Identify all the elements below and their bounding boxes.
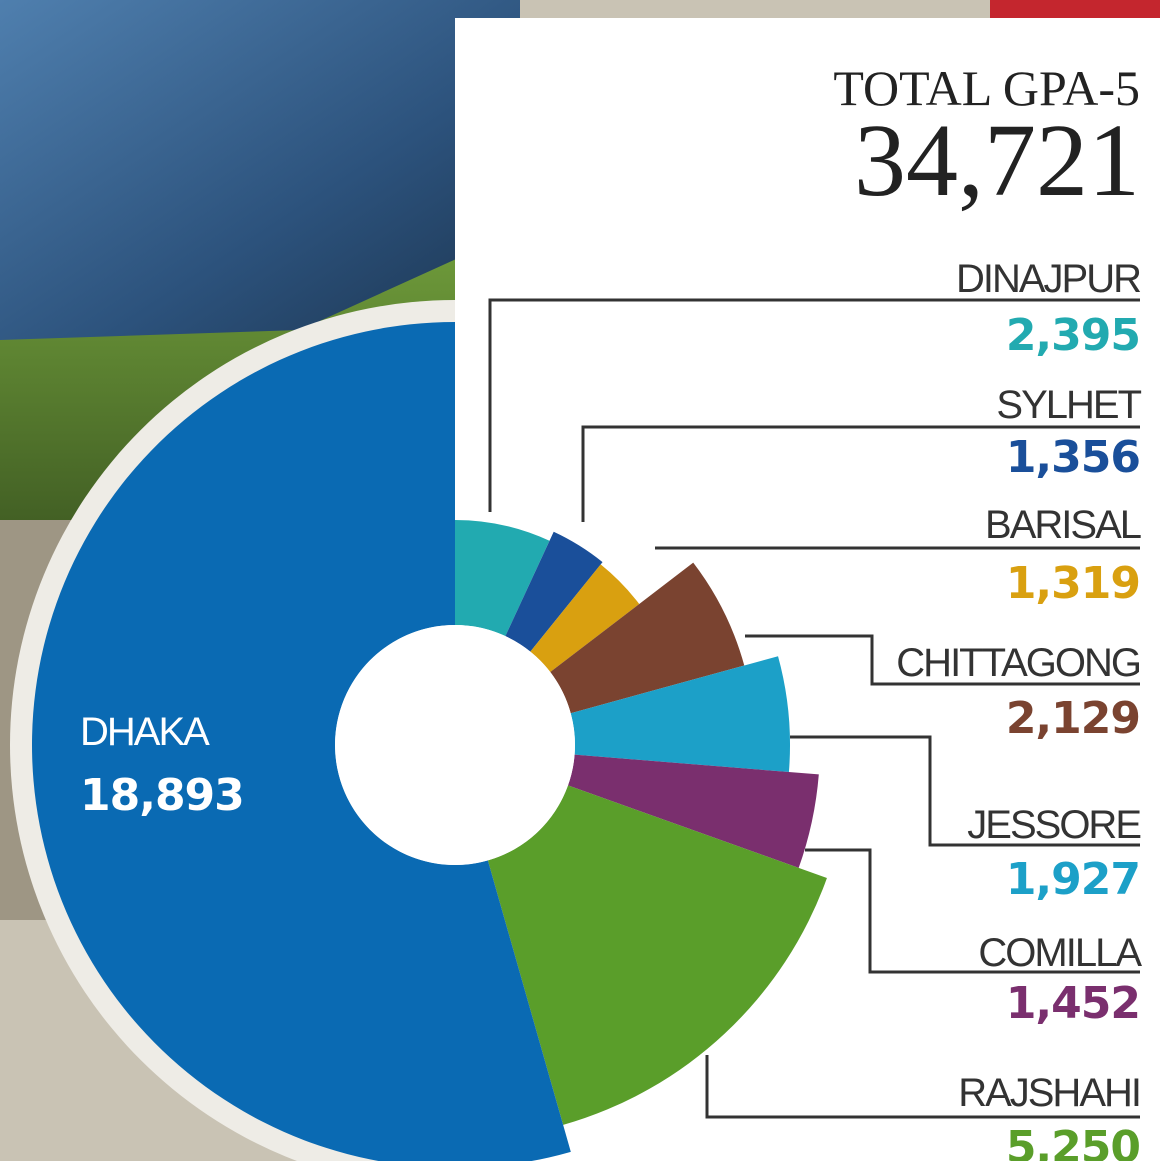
connector	[790, 735, 1140, 847]
pie-hole	[335, 625, 575, 865]
connector	[805, 848, 1140, 974]
category-label: DHAKA	[80, 710, 210, 754]
pie-slice	[530, 564, 640, 673]
pie-slice	[570, 656, 790, 772]
connector	[745, 634, 1140, 686]
pie	[32, 322, 827, 1161]
category-label: DINAJPUR	[956, 257, 1141, 301]
category-label: COMILLA	[978, 931, 1142, 975]
connector	[488, 298, 1140, 512]
value-label: 1,319	[1006, 558, 1140, 609]
total-value: 34,721	[854, 103, 1140, 218]
value-label: 2,395	[1006, 310, 1140, 361]
category-label: RAJSHAHI	[958, 1071, 1140, 1115]
pie-slice	[505, 531, 603, 652]
value-label: 2,129	[1006, 693, 1140, 744]
value-label: 1,927	[1006, 854, 1140, 905]
category-label: JESSORE	[967, 803, 1140, 847]
value-label: 5,250	[1006, 1122, 1140, 1161]
value-label: 18,893	[80, 770, 244, 821]
value-label: 1,452	[1006, 978, 1140, 1029]
category-label: SYLHET	[996, 383, 1141, 427]
value-label: 1,356	[1006, 432, 1140, 483]
connector	[705, 1055, 1140, 1119]
pie-slice	[455, 520, 550, 637]
category-label: BARISAL	[985, 503, 1141, 547]
pie-slice	[567, 754, 819, 868]
labels: DINAJPUR 2,395 SYLHET 1,356 BARISAL 1,319 CHIT…	[80, 257, 1144, 1161]
pie-slice	[550, 562, 745, 714]
pie-slice	[32, 322, 571, 1161]
chart-title: TOTAL GPA-5	[833, 60, 1140, 116]
connectors	[488, 298, 1140, 1119]
connector	[581, 425, 1140, 522]
category-label: CHITTAGONG	[896, 641, 1140, 685]
pie-slice	[487, 785, 827, 1125]
